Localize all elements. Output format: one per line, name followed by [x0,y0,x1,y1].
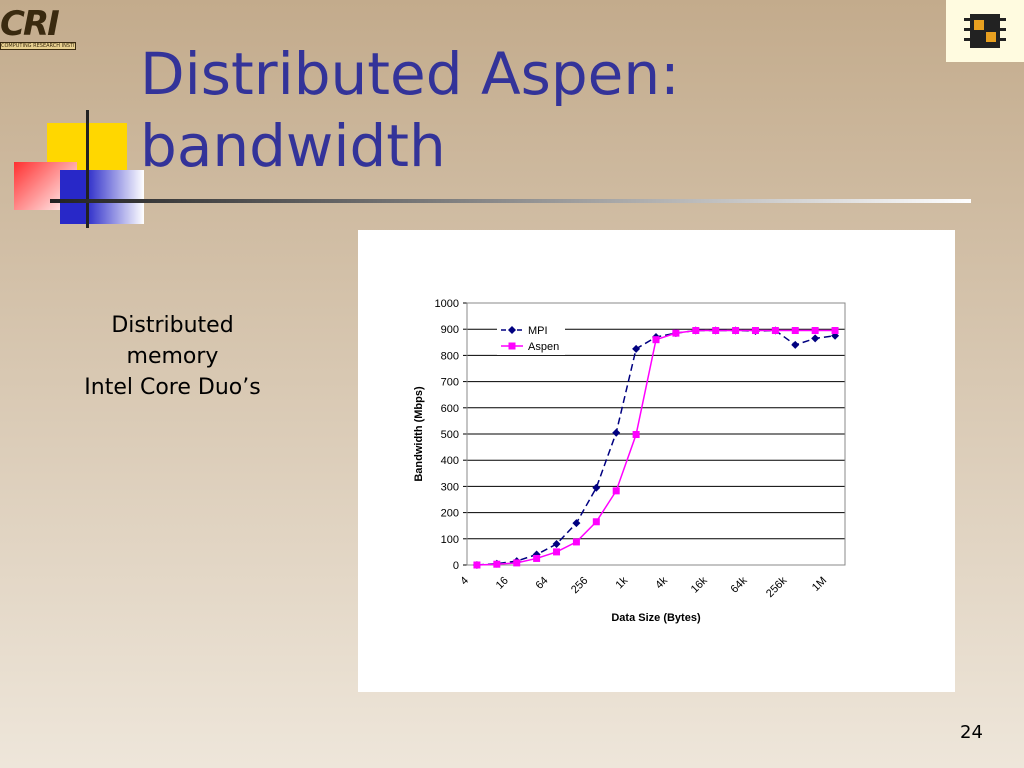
point [532,550,541,559]
point [473,561,481,569]
point [791,340,800,349]
deco-vline [86,110,89,228]
y-tick-label: 700 [441,377,459,389]
slide-title: Distributed Aspen: bandwidth [140,38,680,182]
title-line: Distributed Aspen: [140,40,680,108]
logo-right [946,0,1024,62]
y-tick-label: 0 [453,560,459,572]
y-tick-label: 200 [441,508,459,520]
page-number: 24 [960,722,983,743]
point [553,548,561,556]
y-tick-label: 600 [441,403,459,415]
point [652,336,660,344]
side-line: Distributed [111,313,234,338]
side-text: Distributed memory Intel Core Duo’s [60,310,285,403]
point [592,483,601,492]
title-line: bandwidth [140,112,446,180]
plot-frame [466,302,846,566]
legend-label: Aspen [528,341,559,353]
point [552,540,561,549]
y-tick-label: 900 [441,324,459,336]
y-tick-label: 100 [441,534,459,546]
y-tick-label: 400 [441,455,459,467]
y-axis-label: Bandwidth (Mbps) [413,386,425,482]
logo-left: CRI COMPUTING RESEARCH INSTITUTE [0,6,76,54]
point [513,559,521,567]
point [533,554,541,562]
point [612,428,621,437]
y-tick-label: 300 [441,481,459,493]
y-tick-label: 500 [441,429,459,441]
point [632,431,640,439]
point [791,327,799,335]
y-tick-label: 800 [441,350,459,362]
point [592,518,600,526]
chip-icon [964,14,1006,48]
point [493,560,501,568]
point [811,327,819,335]
logo-caption: COMPUTING RESEARCH INSTITUTE [0,42,76,50]
point [732,327,740,335]
point [692,327,700,335]
legend-box [497,321,565,355]
chart-bg [358,230,955,692]
side-line: Intel Core Duo’s [84,375,261,400]
point [751,327,759,335]
legend-marker [508,326,516,334]
point [831,327,839,335]
x-axis-label: Data Size (Bytes) [611,612,701,624]
chip [970,14,1000,48]
deco-blue [60,170,144,224]
point [572,538,580,546]
point [612,487,620,495]
point [771,327,779,335]
side-line: memory [126,344,219,369]
legend-marker [508,342,516,350]
legend-label: MPI [528,325,548,337]
y-tick-label: 1000 [435,298,459,310]
logo-letters: CRI [0,4,60,44]
point [632,344,641,353]
point [672,329,680,337]
point [572,519,581,528]
deco-hline [50,199,971,203]
point [811,334,820,343]
point [712,327,720,335]
